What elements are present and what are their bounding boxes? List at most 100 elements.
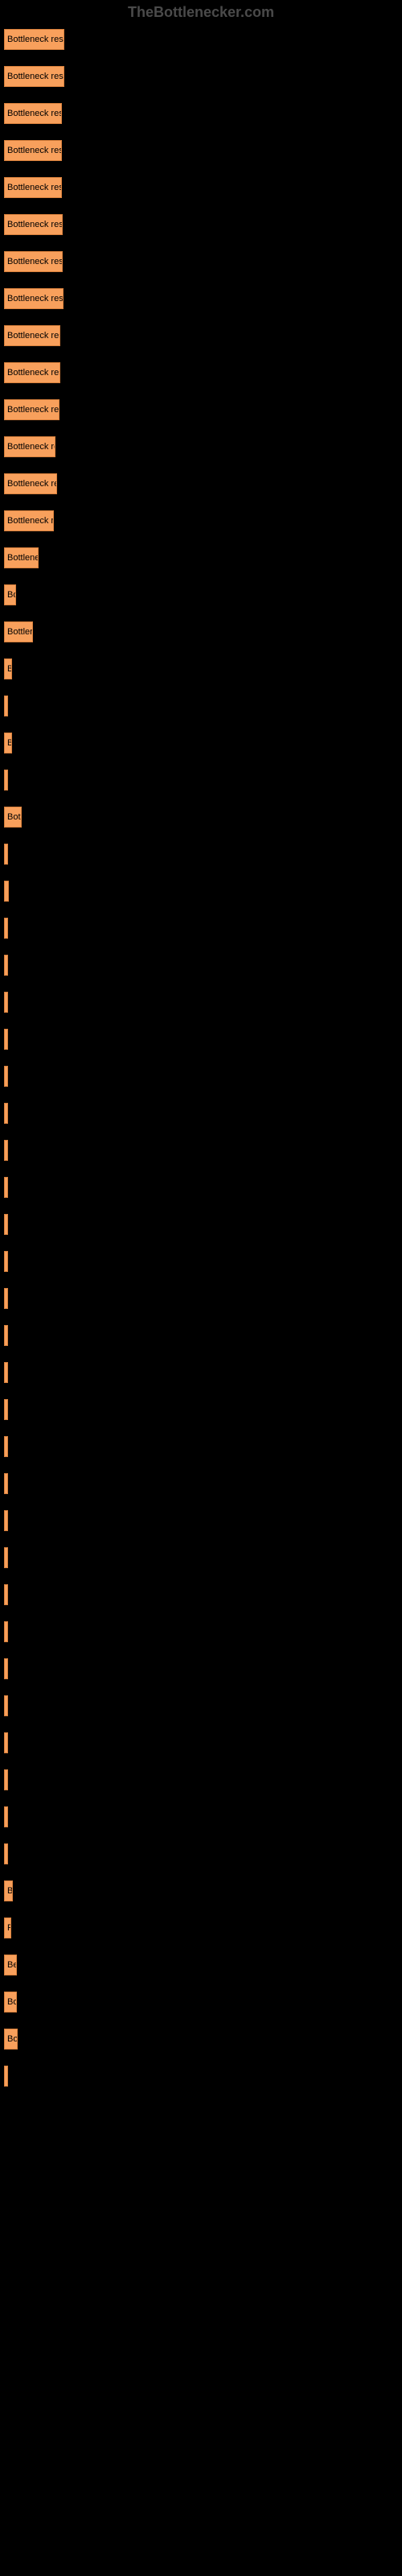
- bar: [4, 1843, 8, 1864]
- bar-row: [4, 1066, 398, 1088]
- bar: Bottleneck resu: [4, 288, 64, 309]
- bar-row: Bot: [4, 807, 398, 829]
- bar-label: Bottleneck resu: [7, 294, 64, 303]
- bar-label: Bottlene: [7, 553, 39, 563]
- bar-label: Bo: [7, 2034, 18, 2044]
- bar: Bo: [4, 584, 16, 605]
- bar-row: [4, 881, 398, 903]
- bar: Bottleneck res: [4, 325, 60, 346]
- bar-row: [4, 1177, 398, 1199]
- bar-row: [4, 1510, 398, 1533]
- bar: Bottleneck resu: [4, 251, 63, 272]
- bar: [4, 844, 8, 865]
- bar-row: [4, 1362, 398, 1385]
- bar-row: [4, 1288, 398, 1311]
- bar-row: Bottleneck result: [4, 66, 398, 89]
- bar: Bottleneck resu: [4, 103, 62, 124]
- bar-row: Be: [4, 1955, 398, 1977]
- bar-row: Bottleneck res: [4, 399, 398, 422]
- bar-label: Bottleneck result: [7, 72, 64, 81]
- bar-row: Bottler: [4, 621, 398, 644]
- bar: Bottleneck re: [4, 473, 57, 494]
- bar: B: [4, 1880, 13, 1901]
- bar-row: [4, 1621, 398, 1644]
- bar: [4, 1584, 8, 1605]
- bar-label: F: [7, 1923, 11, 1933]
- bar: Bottleneck result: [4, 66, 64, 87]
- bar: [4, 1732, 8, 1753]
- bar: Bottlene: [4, 547, 39, 568]
- bar-row: Bottleneck resu: [4, 177, 398, 200]
- bar-label: Bottleneck resu: [7, 183, 62, 192]
- bar-label: Bottleneck resu: [7, 146, 62, 155]
- bar-row: [4, 1769, 398, 1792]
- bar-label: Bottleneck re: [7, 479, 57, 489]
- bar-row: [4, 1658, 398, 1681]
- bar-row: [4, 1547, 398, 1570]
- bar-row: [4, 1214, 398, 1236]
- bar-row: [4, 1584, 398, 1607]
- bar: F: [4, 1918, 11, 1938]
- bar: [4, 955, 8, 976]
- bar: [4, 1399, 8, 1420]
- bar-row: [4, 1251, 398, 1274]
- bar-row: [4, 918, 398, 940]
- bar: Bottleneck resu: [4, 140, 62, 161]
- bar-row: Bottleneck res: [4, 362, 398, 385]
- bar-row: [4, 1103, 398, 1125]
- bar: [4, 1695, 8, 1716]
- bar-row: Bottleneck resu: [4, 140, 398, 163]
- bar: Bottler: [4, 621, 33, 642]
- bar: [4, 1325, 8, 1346]
- bar: B: [4, 733, 12, 753]
- bar-row: Bottleneck re: [4, 436, 398, 459]
- bar-row: [4, 1325, 398, 1348]
- bar: [4, 1658, 8, 1679]
- bar-row: B: [4, 733, 398, 755]
- bar: Bo: [4, 2029, 18, 2050]
- bar-row: [4, 1843, 398, 1866]
- bar-label: Bot: [7, 812, 21, 822]
- bar-row: F: [4, 1918, 398, 1940]
- bar: Bottleneck res: [4, 399, 59, 420]
- bar-row: Bottleneck resu: [4, 251, 398, 274]
- bar: [4, 696, 8, 716]
- bar-row: Bottleneck resu: [4, 214, 398, 237]
- bar-row: Bottleneck resu: [4, 103, 398, 126]
- bar-row: Bo: [4, 2029, 398, 2051]
- bar-row: [4, 2066, 398, 2088]
- bar: [4, 1547, 8, 1568]
- bar: [4, 1103, 8, 1124]
- bar: Bottleneck res: [4, 362, 60, 383]
- bar-row: Bottlene: [4, 547, 398, 570]
- bar-row: B: [4, 658, 398, 681]
- bar: [4, 1288, 8, 1309]
- bar-label: Bottleneck r: [7, 516, 54, 526]
- bar-label: Bottleneck resu: [7, 220, 63, 229]
- bar-label: Bo: [7, 590, 16, 600]
- bar: [4, 1066, 8, 1087]
- bar-row: [4, 1695, 398, 1718]
- bar-row: [4, 1436, 398, 1459]
- bar-row: [4, 1140, 398, 1162]
- bar-label: Bo: [7, 1997, 17, 2007]
- bar: Bottleneck r: [4, 510, 54, 531]
- bar-label: Bottler: [7, 627, 33, 637]
- bar-label: B: [7, 664, 12, 674]
- bar: Bottleneck resu: [4, 214, 63, 235]
- bar-label: Bottleneck resu: [7, 109, 62, 118]
- bar-label: Bottleneck res: [7, 405, 59, 415]
- bar-label: Be: [7, 1960, 17, 1970]
- bar: [4, 1436, 8, 1457]
- bar: Bot: [4, 807, 22, 828]
- bar: Bottleneck result: [4, 29, 64, 50]
- bar-row: [4, 1029, 398, 1051]
- bar-row: Bottleneck res: [4, 325, 398, 348]
- bar: [4, 918, 8, 939]
- bar-row: Bo: [4, 584, 398, 607]
- bar-row: Bottleneck re: [4, 473, 398, 496]
- bars-container: Bottleneck result Bottleneck result Bottle…: [0, 21, 402, 2111]
- bar: [4, 1473, 8, 1494]
- bar: [4, 1621, 8, 1642]
- bar-label: Bottleneck re: [7, 442, 55, 452]
